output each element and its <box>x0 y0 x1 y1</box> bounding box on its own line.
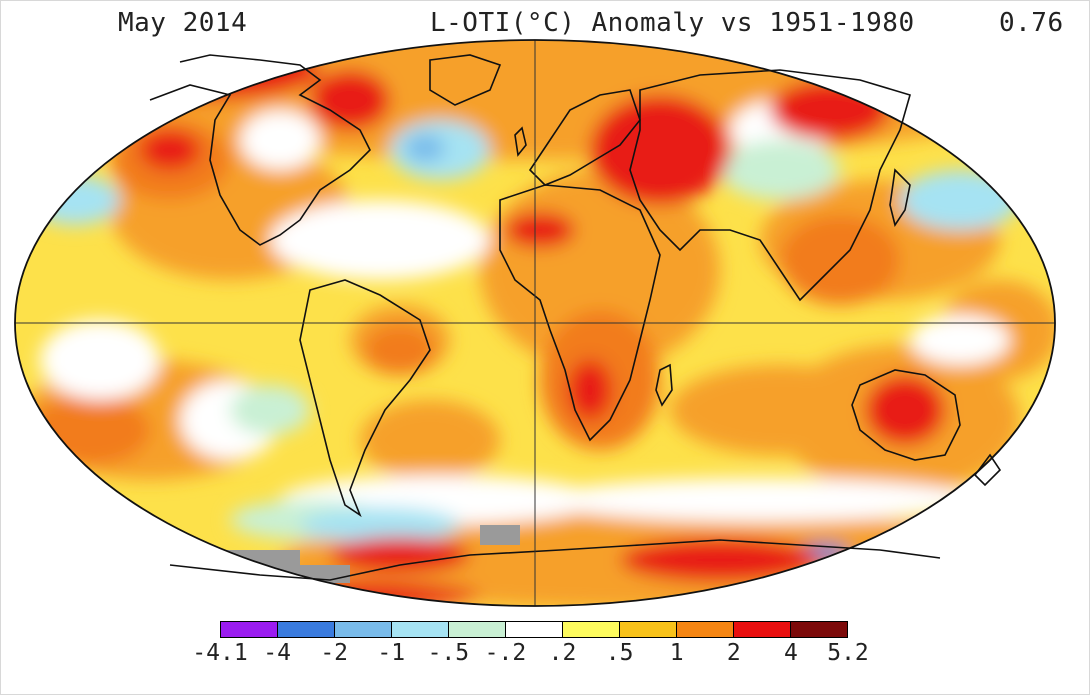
legend-swatch <box>506 622 563 637</box>
legend-label: 5.2 <box>827 640 869 666</box>
north-america-outline <box>149 54 371 246</box>
anomaly-region-red <box>590 95 730 205</box>
anomaly-region-white <box>240 110 320 170</box>
asia-outline <box>629 69 911 302</box>
legend-label: 1 <box>669 640 684 666</box>
color-scale-bar <box>220 621 848 638</box>
legend-label: .5 <box>605 640 634 666</box>
legend-swatch <box>677 622 734 637</box>
map-title: L-OTI(°C) Anomaly vs 1951-1980 <box>430 8 915 38</box>
legend-label: -4.1 <box>192 640 248 666</box>
legend-swatch <box>335 622 392 637</box>
anomaly-region-deep-orange <box>30 395 150 465</box>
legend-swatch <box>620 622 677 637</box>
color-scale-labels: -4.1 -4 -2 -1 -.5 -.2 .2 .5 1 2 4 5.2 <box>0 640 1090 670</box>
anomaly-region-white <box>270 200 490 280</box>
legend-label: 4 <box>783 640 798 666</box>
africa-outline <box>499 184 661 442</box>
legend-swatch <box>278 622 335 637</box>
anomaly-region-white <box>910 315 1010 365</box>
antarctica-outline <box>169 539 941 581</box>
anomaly-region-red <box>330 537 470 573</box>
legend-label: .2 <box>548 640 577 666</box>
anomaly-region-red <box>140 130 200 170</box>
anomaly-region-red <box>120 580 480 606</box>
legend-label: -2 <box>320 640 349 666</box>
anomaly-region-red <box>80 40 320 100</box>
anomaly-region-white <box>540 478 980 522</box>
japan-outline <box>889 168 911 227</box>
madagascar-outline <box>655 363 673 407</box>
south-america-outline <box>299 279 431 518</box>
anomaly-region-gray <box>480 525 520 545</box>
australia-outline <box>851 369 961 461</box>
legend-swatch <box>563 622 620 637</box>
anomaly-region-light-green <box>720 140 840 200</box>
legend-label: -.2 <box>484 640 527 666</box>
legend-swatch <box>734 622 791 637</box>
legend-label: -4 <box>263 640 291 666</box>
anomaly-field <box>15 40 1055 606</box>
anomaly-region-light-blue <box>30 175 120 225</box>
anomaly-region-dark-red <box>170 570 250 600</box>
coastlines <box>149 54 1002 581</box>
anomaly-region-white <box>40 320 160 400</box>
anomaly-region-light-blue <box>300 507 460 543</box>
map-date: May 2014 <box>118 8 248 38</box>
greenland-outline <box>429 54 502 106</box>
anomaly-region-red <box>310 70 390 130</box>
legend-swatch <box>791 622 847 637</box>
anomaly-region-light-green <box>230 385 310 435</box>
graticule <box>15 40 1055 606</box>
anomaly-region-red <box>830 565 970 605</box>
anomaly-region-red <box>865 375 945 445</box>
anomaly-region-red <box>505 212 575 248</box>
legend-swatch <box>221 622 278 637</box>
anomaly-region-blue <box>405 134 445 162</box>
global-mean-anomaly: 0.76 <box>999 8 1064 38</box>
anomaly-region-red <box>568 360 612 420</box>
legend-label: -1 <box>377 640 406 666</box>
legend-swatch <box>392 622 449 637</box>
anomaly-region-orange <box>360 400 500 480</box>
globe-outline <box>14 39 1056 607</box>
anomaly-region-red <box>620 538 820 582</box>
uk-outline <box>514 126 527 157</box>
legend-swatch <box>449 622 506 637</box>
anomaly-region-deep-orange <box>365 325 435 375</box>
anomaly-region-light-blue <box>900 170 1020 230</box>
legend-label: -.5 <box>427 640 470 666</box>
legend-label: 2 <box>726 640 741 666</box>
